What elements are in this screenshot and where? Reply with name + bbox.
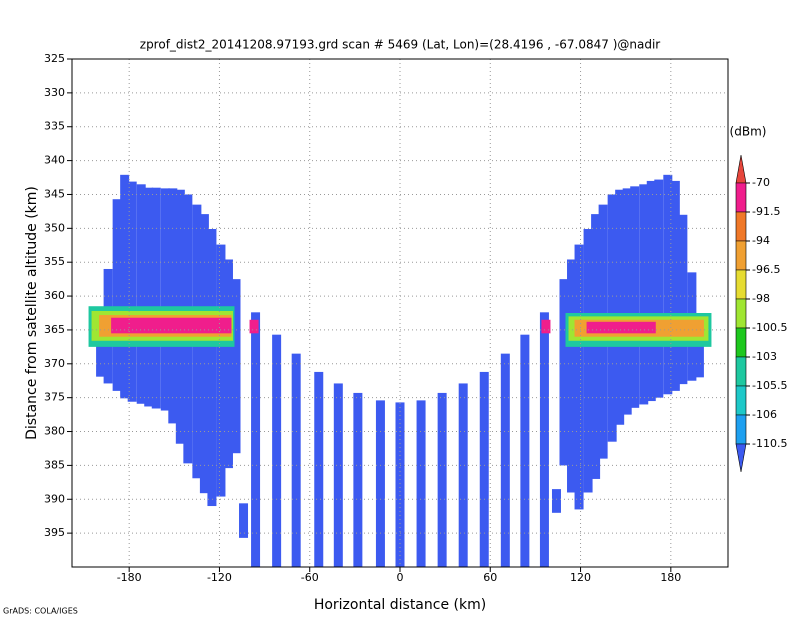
data-column (551, 489, 561, 513)
data-column (630, 186, 640, 408)
colorbar-label: -96.5 (752, 263, 780, 276)
data-column (663, 174, 673, 395)
colorbar-label: -70 (752, 176, 770, 189)
colorbar-segment (735, 414, 747, 445)
colorbar-segment (735, 211, 747, 242)
x-tick-label: -180 (117, 571, 142, 584)
bright-band (249, 319, 259, 334)
colorbar-segment (735, 443, 747, 473)
x-axis-label: Horizontal distance (km) (314, 597, 486, 613)
y-tick-label: 330 (44, 86, 65, 99)
data-column (559, 279, 569, 466)
y-tick-label: 370 (44, 357, 65, 370)
data-column (216, 244, 226, 497)
y-tick-label: 345 (44, 187, 65, 200)
y-tick-label: 350 (44, 221, 65, 234)
y-tick-label: 335 (44, 120, 65, 133)
y-tick-label: 385 (44, 458, 65, 471)
data-column (251, 312, 261, 567)
chart-title: zprof_dist2_20141208.97193.grd scan # 54… (140, 38, 661, 52)
data-column (151, 187, 161, 409)
y-tick-label: 325 (44, 52, 65, 65)
plot-frame (71, 58, 729, 568)
bright-band (111, 317, 232, 334)
colorbar-label: -106 (752, 408, 777, 421)
data-column (144, 187, 154, 407)
colorbar-segment (735, 385, 747, 416)
y-tick-label: 340 (44, 154, 65, 167)
data-column (500, 353, 510, 567)
data-column (231, 279, 241, 454)
data-column (646, 180, 656, 402)
data-column (694, 319, 704, 378)
y-tick-label: 390 (44, 492, 65, 505)
data-column (678, 214, 688, 385)
footer: GrADS: COLA/IGES (3, 607, 78, 616)
colorbar-unit: (dBm) (730, 125, 767, 139)
data-column (539, 312, 549, 567)
x-tick-label: 0 (397, 571, 404, 584)
colorbar-segment (735, 154, 747, 184)
data-column (622, 188, 632, 415)
data-column (416, 400, 426, 567)
x-tick-label: 120 (570, 571, 591, 584)
colorbar-segment (735, 269, 747, 300)
colorbar-label: -100.5 (752, 321, 787, 334)
colorbar-segment (735, 240, 747, 271)
data-column (574, 244, 584, 510)
colorbar-label: -110.5 (752, 437, 787, 450)
colorbar-label: -94 (752, 234, 770, 247)
y-axis-label: Distance from satellite altitude (km) (24, 186, 40, 440)
data-column (670, 180, 680, 391)
data-column (639, 184, 649, 405)
x-tick-label: 180 (660, 571, 681, 584)
colorbar-label: -91.5 (752, 205, 780, 218)
colorbar-segment (735, 356, 747, 387)
colorbar-segment (735, 298, 747, 329)
data-column (207, 229, 217, 507)
data-column (96, 329, 106, 377)
data-column (333, 383, 343, 567)
y-tick-label: 360 (44, 289, 65, 302)
plot-data (88, 174, 712, 567)
y-tick-label: 380 (44, 425, 65, 438)
data-column (375, 400, 385, 567)
data-column (127, 181, 137, 402)
bright-band (586, 321, 656, 334)
y-tick-label: 355 (44, 255, 65, 268)
data-column (654, 179, 664, 398)
colorbar-label: -98 (752, 292, 770, 305)
data-column (112, 199, 122, 391)
data-column (136, 184, 146, 404)
data-column (160, 188, 170, 411)
data-column (437, 392, 447, 567)
colorbar-label: -105.5 (752, 379, 787, 392)
data-column (239, 503, 249, 538)
data-column (168, 188, 178, 424)
x-tick-label: -60 (301, 571, 319, 584)
colorbar-segment (735, 182, 747, 213)
data-column (583, 229, 593, 493)
x-tick-label: 60 (483, 571, 497, 584)
y-tick-label: 375 (44, 391, 65, 404)
data-column (314, 371, 324, 567)
data-column (199, 214, 209, 494)
data-column (567, 259, 577, 493)
data-column (615, 189, 625, 425)
data-column (272, 334, 282, 567)
bright-band (541, 319, 551, 334)
data-column (120, 174, 130, 399)
x-tick-label: -120 (207, 571, 232, 584)
data-column (353, 392, 363, 567)
colorbar-label: -103 (752, 350, 777, 363)
y-tick-label: 395 (44, 526, 65, 539)
data-column (395, 402, 405, 567)
colorbar-segment (735, 327, 747, 358)
data-column (479, 371, 489, 567)
y-tick-label: 365 (44, 323, 65, 336)
data-column (458, 383, 468, 567)
data-column (291, 353, 301, 567)
data-column (520, 334, 530, 567)
